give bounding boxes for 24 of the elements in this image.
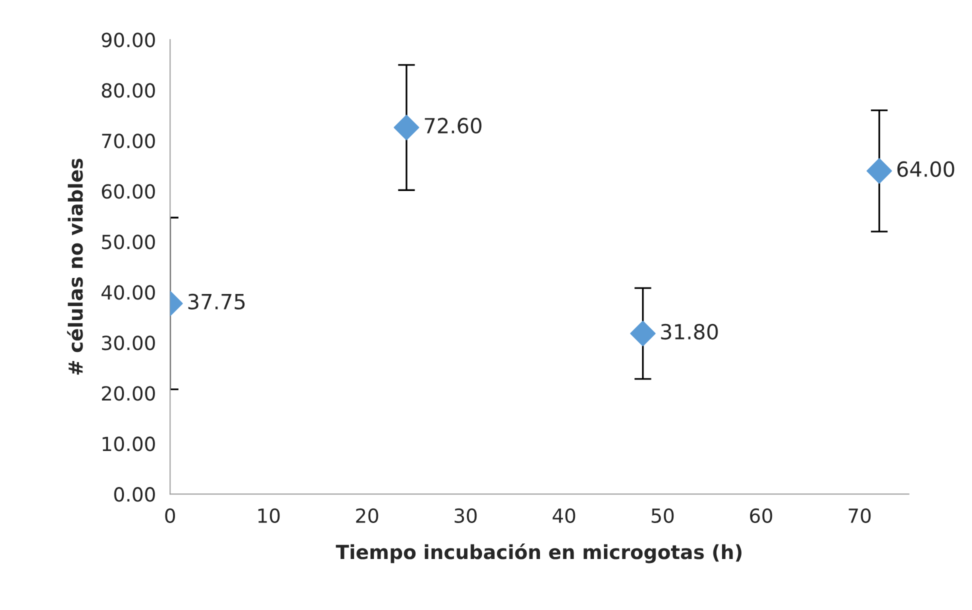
- y-axis-title: # células no viables: [67, 158, 83, 375]
- data-label: 37.75: [188, 294, 245, 310]
- data-label: 72.60: [424, 118, 482, 134]
- y-tick-label: 10.00: [102, 436, 155, 452]
- data-label: 31.80: [661, 324, 718, 340]
- x-tick-label: 30: [454, 508, 477, 524]
- y-tick-label: 90.00: [102, 32, 155, 48]
- y-tick-label: 30.00: [102, 336, 155, 350]
- y-tick-label: 70.00: [102, 134, 155, 148]
- x-tick-label: 60: [750, 508, 772, 524]
- x-tick-label: 40: [552, 508, 576, 524]
- x-tick-label: 70: [848, 508, 871, 524]
- x-tick-label: 20: [356, 508, 378, 524]
- y-tick-label: 60.00: [102, 184, 155, 199]
- y-tick-label: 20.00: [102, 386, 155, 401]
- x-tick-label: 0: [165, 508, 175, 524]
- y-tick-label: 40.00: [101, 285, 155, 300]
- data-label: 64.00: [897, 161, 954, 177]
- y-tick-label: 50.00: [102, 234, 155, 250]
- y-tick-label: 80.00: [102, 83, 155, 98]
- x-tick-label: 50: [652, 508, 674, 524]
- x-tick-label: 10: [258, 508, 280, 524]
- x-axis-title: Tiempo incubación en microgotas (h): [336, 543, 742, 564]
- y-tick-label: 0.00: [114, 487, 155, 502]
